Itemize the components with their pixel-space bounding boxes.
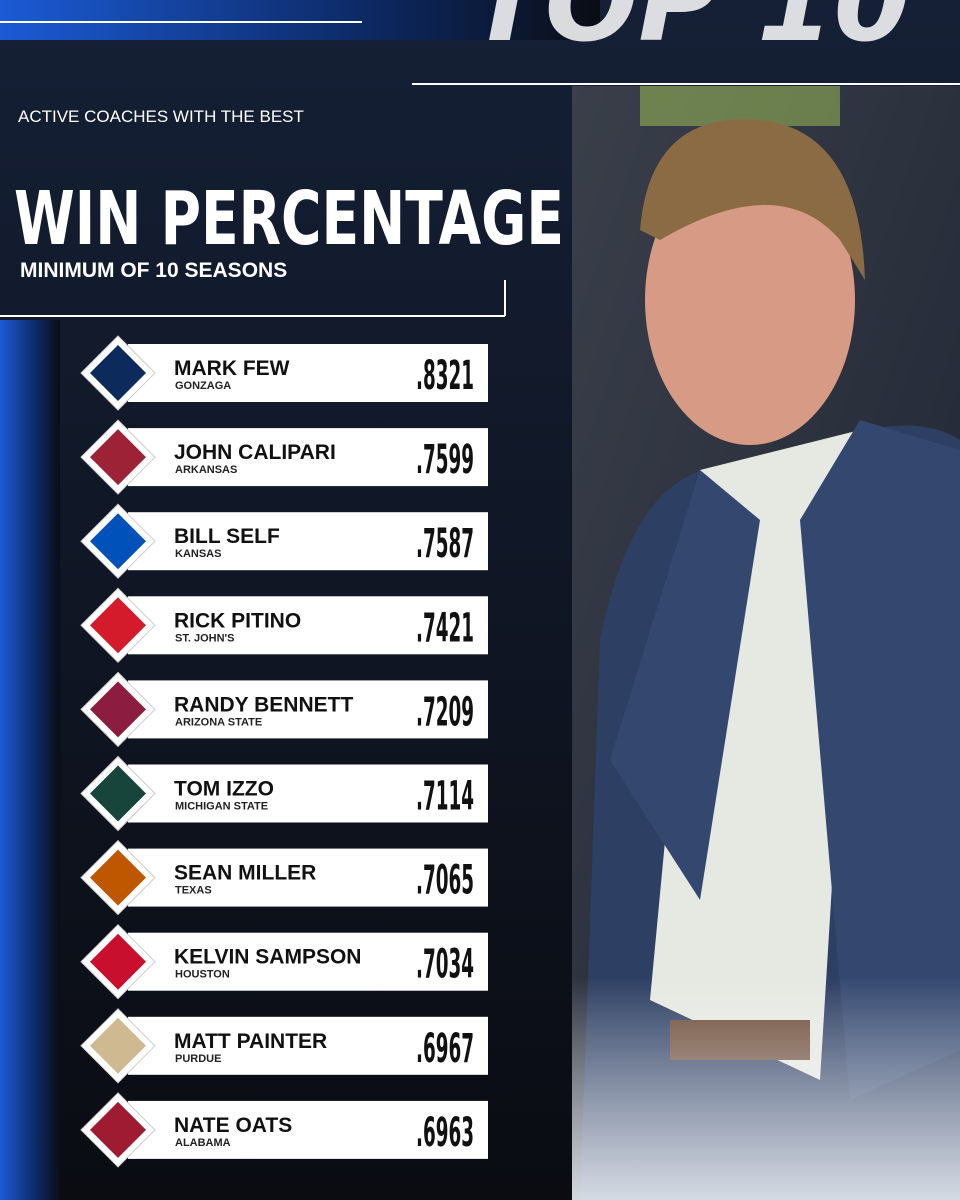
win-pct: .7587 — [416, 521, 474, 567]
team-logo-mark — [90, 765, 146, 822]
school: KANSAS — [175, 548, 221, 560]
coach-name: MATT PAINTER — [174, 1030, 327, 1053]
team-logo-mark — [90, 429, 146, 486]
coach-name: KELVIN SAMPSON — [174, 946, 361, 969]
team-logo-mark — [90, 849, 146, 906]
title: WIN PERCENTAGE — [14, 176, 564, 262]
school: MICHIGAN STATE — [175, 801, 268, 813]
win-pct: .6963 — [416, 1110, 474, 1156]
team-logo-mark — [90, 513, 146, 570]
row-bar — [128, 848, 488, 907]
top-stripe — [0, 0, 600, 40]
row-bar — [128, 428, 488, 487]
row-bar — [128, 680, 488, 739]
coach-name: NATE OATS — [174, 1114, 292, 1137]
row-bar — [128, 596, 488, 655]
coach-name: TOM IZZO — [174, 778, 274, 801]
coach-name: RICK PITINO — [174, 609, 301, 632]
row-bar — [128, 764, 488, 823]
win-pct: .8321 — [416, 353, 474, 399]
kicker: ACTIVE COACHES WITH THE BEST — [18, 107, 304, 126]
team-logo-mark — [90, 345, 146, 401]
win-pct: .6967 — [416, 1026, 474, 1072]
school: ALABAMA — [175, 1137, 231, 1149]
side-stripe — [0, 320, 60, 1200]
row-bar — [128, 1100, 488, 1159]
coach-name: RANDY BENNETT — [174, 693, 353, 716]
coach-name: MARK FEW — [174, 357, 290, 380]
team-logo-mark — [90, 681, 146, 738]
win-pct: .7114 — [416, 774, 474, 820]
school: PURDUE — [175, 1053, 221, 1065]
note: MINIMUM OF 10 SEASONS — [20, 259, 287, 282]
win-pct: .7065 — [416, 858, 474, 904]
team-logo-mark — [90, 597, 146, 654]
coach-name: SEAN MILLER — [174, 862, 316, 885]
win-pct: .7034 — [416, 942, 474, 988]
school: HOUSTON — [175, 969, 230, 981]
row-bar — [128, 1016, 488, 1075]
team-logo-mark — [90, 1101, 146, 1158]
win-pct: .7421 — [416, 605, 474, 651]
school: ST. JOHN'S — [175, 632, 234, 644]
banner: TOP 10 — [470, 0, 911, 66]
school: TEXAS — [175, 885, 212, 897]
school: GONZAGA — [175, 380, 231, 392]
coach-name: JOHN CALIPARI — [174, 441, 336, 464]
row-bar — [128, 512, 488, 571]
school: ARIZONA STATE — [175, 716, 262, 728]
team-logo-mark — [90, 1017, 146, 1074]
school: ARKANSAS — [175, 464, 237, 476]
team-logo-mark — [90, 933, 146, 990]
coach-name: BILL SELF — [174, 525, 280, 548]
coach-photo — [572, 86, 960, 1200]
row-bar — [128, 932, 488, 991]
win-pct: .7209 — [416, 689, 474, 735]
row-bar — [128, 344, 488, 402]
win-pct: .7599 — [416, 437, 474, 483]
